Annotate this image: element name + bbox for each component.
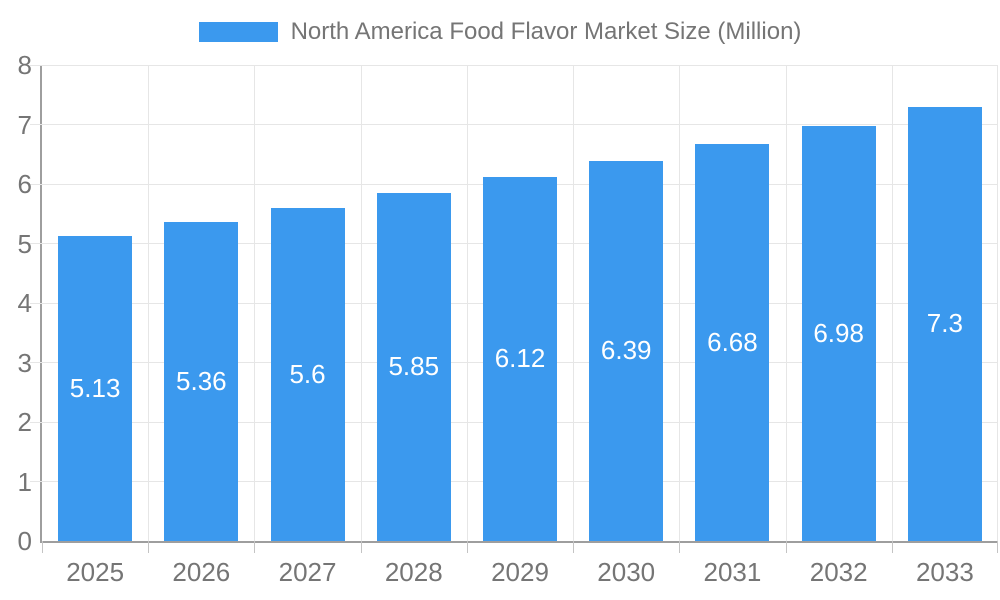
x-axis-tick <box>785 541 787 553</box>
x-axis-label: 2028 <box>384 557 443 587</box>
y-axis-label: 4 <box>17 288 32 318</box>
x-axis-tick <box>254 541 256 553</box>
bar[interactable]: 5.36 <box>164 222 239 541</box>
bar[interactable]: 6.12 <box>483 176 557 541</box>
bar-value-label: 5.85 <box>388 351 440 382</box>
x-axis-label: 2026 <box>172 557 231 587</box>
legend-item[interactable]: North America Food Flavor Market Size (M… <box>0 18 1000 46</box>
x-axis-label: 2033 <box>915 557 974 587</box>
bar-value-label: 7.3 <box>926 308 963 339</box>
x-axis-tick <box>891 541 893 553</box>
x-axis-tick <box>573 541 575 553</box>
bar-value-label: 5.13 <box>69 372 121 403</box>
x-axis-tick <box>360 541 362 553</box>
gridline-vertical <box>254 65 256 541</box>
y-axis-label: 1 <box>17 466 32 497</box>
bar[interactable]: 5.6 <box>270 207 345 541</box>
x-axis-label: 2032 <box>809 557 868 587</box>
y-axis-label: 8 <box>17 50 32 80</box>
gridline-vertical <box>148 65 150 541</box>
gridline-horizontal <box>30 124 998 125</box>
bar[interactable]: 7.3 <box>907 106 982 541</box>
y-axis-label: 6 <box>17 169 32 199</box>
bar[interactable]: 6.98 <box>801 125 876 541</box>
x-axis-label: 2030 <box>597 557 656 587</box>
bar[interactable]: 6.39 <box>589 160 664 541</box>
x-axis-tick <box>997 541 998 553</box>
gridline-vertical <box>466 65 468 541</box>
plot-area: 0 1 2 3 4 5 6 7 8 5.13 2025 5.36 2026 5.6 2027 5.85 2028… <box>18 52 998 587</box>
bar-value-label: 6.68 <box>707 326 758 357</box>
bar[interactable]: 6.68 <box>695 143 770 541</box>
y-axis-label: 5 <box>17 228 32 259</box>
y-axis-label: 7 <box>17 109 32 140</box>
gridline-vertical <box>573 65 575 541</box>
x-axis-tick <box>679 541 681 553</box>
gridline-vertical <box>360 65 362 541</box>
legend-swatch-icon <box>198 22 278 42</box>
gridline-vertical <box>891 65 893 541</box>
x-axis-tick <box>148 541 150 553</box>
legend-label: North America Food Flavor Market Size (M… <box>290 18 802 45</box>
bar[interactable]: 5.85 <box>376 192 451 541</box>
bar-value-label: 6.39 <box>600 335 652 366</box>
y-axis-label: 3 <box>17 347 32 378</box>
gridline-vertical <box>785 65 787 541</box>
bar[interactable]: 5.13 <box>58 235 133 541</box>
bar-value-label: 5.36 <box>176 366 227 397</box>
bar-value-label: 6.12 <box>494 343 546 374</box>
x-axis-label: 2031 <box>703 557 762 587</box>
bar-value-label: 6.98 <box>813 317 864 348</box>
gridline-vertical <box>997 65 998 541</box>
x-axis-tick <box>466 541 468 553</box>
x-axis-tick <box>42 541 43 553</box>
gridline-horizontal <box>30 64 998 66</box>
x-axis-label: 2027 <box>278 557 337 587</box>
y-axis-label: 0 <box>17 526 32 556</box>
gridline-vertical <box>679 65 681 541</box>
x-axis-label: 2029 <box>491 557 549 587</box>
y-axis-label: 2 <box>17 407 32 437</box>
x-axis-label: 2025 <box>66 557 125 587</box>
bar-value-label: 5.6 <box>289 358 326 389</box>
